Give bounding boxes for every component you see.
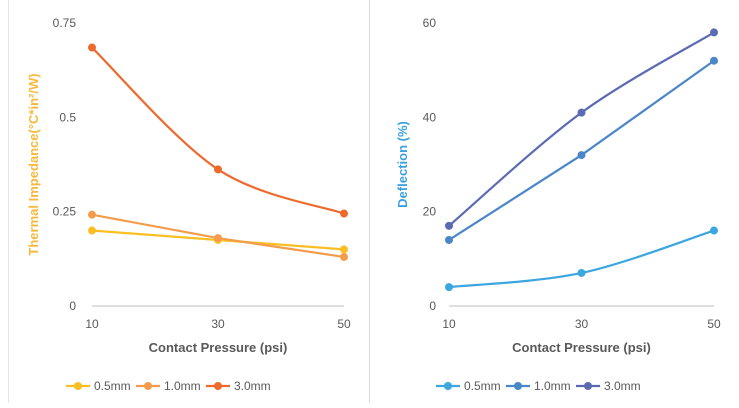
thermal-impedance-chart: 0 0.25 0.5 0.75 10 30 50 Contact Pressure (psi)… (0, 0, 369, 403)
data-point-0.5mm (710, 227, 718, 235)
legend-marker (214, 382, 222, 390)
legend-item-1.0mm: 1.0mm (136, 379, 201, 393)
series-line-1.0mm (449, 61, 714, 240)
legend-marker (444, 382, 452, 390)
y-axis-title: Thermal Impedance(°C*in²/W) (26, 73, 41, 255)
data-point-3.0mm (340, 210, 348, 218)
data-point-1.0mm (340, 253, 348, 261)
data-point-3.0mm (88, 44, 96, 52)
series-line-3.0mm (92, 48, 344, 214)
legend-label: 3.0mm (604, 379, 641, 393)
data-point-3.0mm (214, 165, 222, 173)
x-tick-label: 50 (707, 317, 721, 331)
data-point-1.0mm (578, 151, 586, 159)
y-tick-label: 0 (69, 299, 76, 313)
y-tick-label: 60 (423, 16, 437, 30)
legend-label: 1.0mm (534, 379, 571, 393)
deflection-chart-panel: 0 20 40 60 10 30 50 Contact Pressure (psi) Defle… (370, 0, 739, 403)
legend-item-0.5mm: 0.5mm (436, 379, 501, 393)
data-point-1.0mm (214, 234, 222, 242)
x-tick-label: 10 (442, 317, 456, 331)
y-tick-label: 0.25 (53, 205, 77, 219)
data-point-0.5mm (445, 283, 453, 291)
data-point-0.5mm (88, 227, 96, 235)
legend-label: 0.5mm (464, 379, 501, 393)
deflection-chart: 0 20 40 60 10 30 50 Contact Pressure (psi) Defle… (370, 0, 739, 403)
legend-marker (514, 382, 522, 390)
y-tick-label: 20 (423, 205, 437, 219)
series-line-0.5mm (449, 231, 714, 288)
data-point-0.5mm (578, 269, 586, 277)
legend-item-3.0mm: 3.0mm (206, 379, 271, 393)
data-point-3.0mm (578, 109, 586, 117)
thermal-impedance-chart-panel: 0 0.25 0.5 0.75 10 30 50 Contact Pressure (psi)… (0, 0, 369, 403)
x-axis-title: Contact Pressure (psi) (512, 340, 651, 355)
legend-marker (74, 382, 82, 390)
legend-item-0.5mm: 0.5mm (66, 379, 131, 393)
data-point-3.0mm (710, 28, 718, 36)
x-tick-label: 10 (85, 317, 99, 331)
data-point-1.0mm (445, 236, 453, 244)
series-line-3.0mm (449, 32, 714, 225)
legend-label: 3.0mm (234, 379, 271, 393)
legend-label: 0.5mm (94, 379, 131, 393)
y-tick-label: 0 (429, 299, 436, 313)
legend-item-3.0mm: 3.0mm (576, 379, 641, 393)
data-point-1.0mm (88, 211, 96, 219)
legend-label: 1.0mm (164, 379, 201, 393)
y-tick-label: 0.5 (59, 110, 76, 124)
y-axis-title: Deflection (%) (395, 121, 410, 208)
legend-item-1.0mm: 1.0mm (506, 379, 571, 393)
legend-marker (584, 382, 592, 390)
x-tick-label: 30 (211, 317, 225, 331)
x-axis-title: Contact Pressure (psi) (149, 340, 288, 355)
data-point-3.0mm (445, 222, 453, 230)
data-point-0.5mm (340, 245, 348, 253)
legend-marker (144, 382, 152, 390)
y-tick-label: 0.75 (53, 16, 77, 30)
x-tick-label: 30 (575, 317, 589, 331)
data-point-1.0mm (710, 57, 718, 65)
x-tick-label: 50 (337, 317, 351, 331)
y-tick-label: 40 (423, 110, 437, 124)
